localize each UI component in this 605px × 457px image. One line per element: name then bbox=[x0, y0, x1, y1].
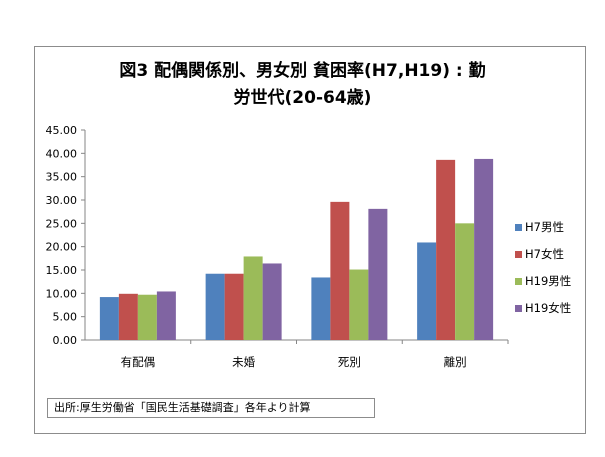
chart-title-line2: 労世代(20-64歳) bbox=[233, 88, 372, 108]
x-category-label: 未婚 bbox=[232, 355, 255, 369]
x-category-label: 離別 bbox=[444, 355, 467, 369]
bar bbox=[118, 293, 138, 340]
y-tick-label: 40.00 bbox=[46, 147, 78, 160]
bar bbox=[349, 269, 369, 340]
bar bbox=[368, 208, 388, 340]
y-tick-label: 25.00 bbox=[46, 217, 78, 230]
bar bbox=[262, 263, 282, 340]
y-tick-label: 45.00 bbox=[46, 124, 78, 137]
bar bbox=[243, 256, 263, 340]
legend-swatch bbox=[515, 251, 522, 258]
chart-title-line1: 図3 配偶関係別、男女別 貧困率(H7,H19) : 勤 bbox=[119, 61, 486, 81]
bar bbox=[224, 273, 244, 340]
y-tick-label: 5.00 bbox=[53, 311, 78, 324]
y-tick-label: 35.00 bbox=[46, 171, 78, 184]
y-tick-label: 20.00 bbox=[46, 241, 78, 254]
bar bbox=[137, 294, 157, 340]
legend-label: H19女性 bbox=[525, 301, 571, 315]
bar bbox=[330, 201, 350, 340]
legend-label: H19男性 bbox=[525, 274, 571, 288]
legend-label: H7男性 bbox=[525, 220, 564, 234]
chart-frame bbox=[34, 46, 586, 434]
bar bbox=[417, 242, 437, 340]
y-tick-label: 30.00 bbox=[46, 194, 78, 207]
bar bbox=[156, 291, 176, 340]
bar bbox=[436, 159, 456, 340]
legend-swatch bbox=[515, 305, 522, 312]
bar bbox=[455, 223, 475, 340]
x-category-label: 有配偶 bbox=[121, 355, 156, 369]
bar bbox=[474, 158, 494, 340]
legend-swatch bbox=[515, 278, 522, 285]
y-tick-label: 0.00 bbox=[53, 334, 78, 347]
bar bbox=[205, 273, 225, 340]
bar bbox=[311, 277, 331, 340]
x-category-label: 死別 bbox=[338, 355, 361, 369]
y-tick-label: 10.00 bbox=[46, 287, 78, 300]
legend-swatch bbox=[515, 224, 522, 231]
legend-label: H7女性 bbox=[525, 247, 564, 261]
bar bbox=[99, 297, 119, 340]
y-tick-label: 15.00 bbox=[46, 264, 78, 277]
source-note: 出所:厚生労働省「国民生活基礎調査」各年より計算 bbox=[47, 398, 375, 418]
